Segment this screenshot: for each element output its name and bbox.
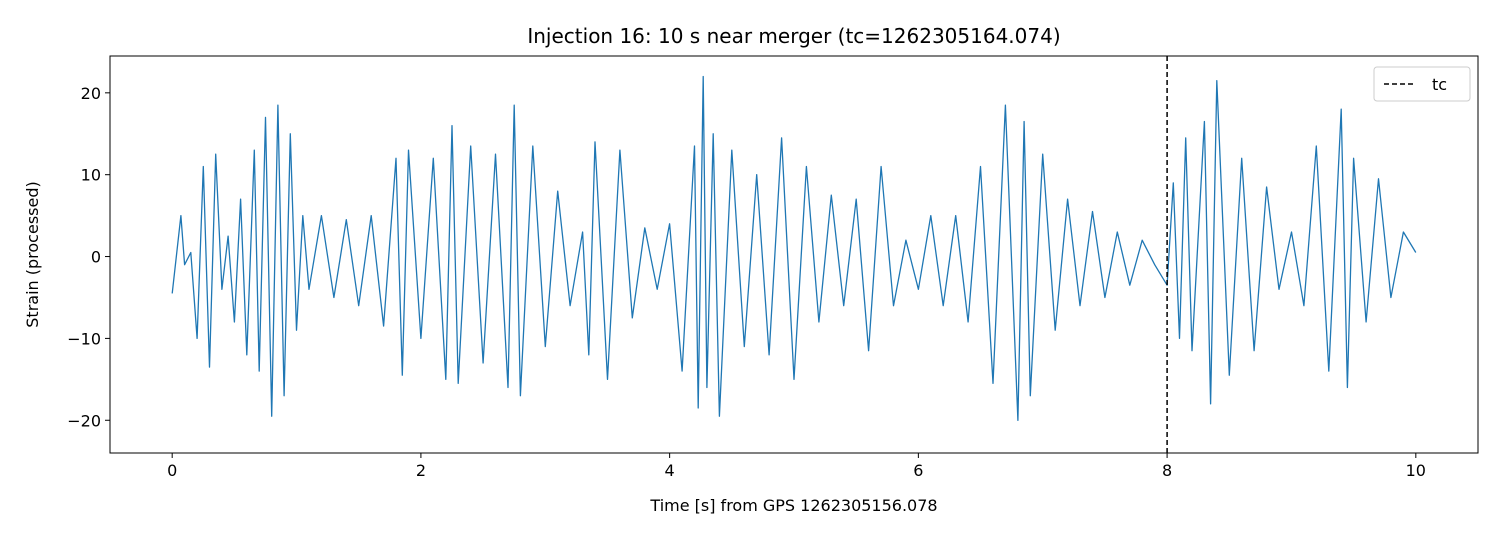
y-tick-label: 10 [81,166,101,185]
y-tick-label: −10 [67,329,101,348]
y-axis-label: Strain (processed) [23,181,42,327]
legend-label-tc: tc [1432,75,1447,94]
y-tick-label: 0 [91,248,101,267]
plot-area [171,56,1417,453]
x-tick-label: 8 [1162,461,1172,480]
plot-frame [109,55,1479,454]
x-tick-label: 2 [416,461,426,480]
x-axis: 0 2 4 6 8 10 [167,453,1426,480]
legend-box [1373,66,1471,102]
x-tick-label: 0 [167,461,177,480]
x-tick-label: 4 [665,461,675,480]
x-tick-label: 10 [1406,461,1426,480]
y-axis: −20 −10 0 10 20 [67,84,110,430]
x-tick-label: 6 [913,461,923,480]
chart-title: Injection 16: 10 s near merger (tc=12623… [527,24,1060,48]
y-tick-label: −20 [67,411,101,430]
legend: tc [1373,66,1471,102]
strain-series-line [171,75,1417,421]
x-axis-label: Time [s] from GPS 1262305156.078 [649,496,937,515]
y-tick-label: 20 [81,84,101,103]
